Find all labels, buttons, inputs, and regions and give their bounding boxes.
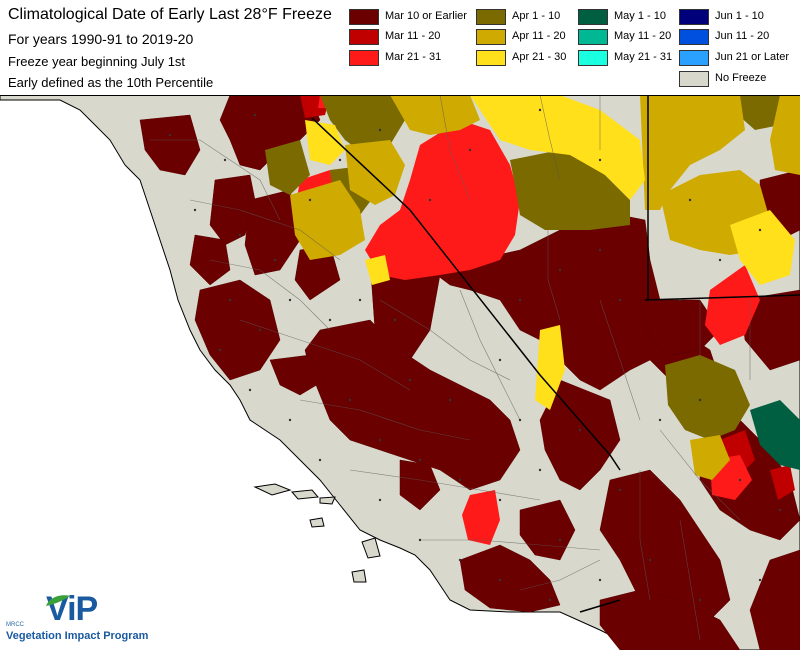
legend-swatch — [349, 50, 379, 66]
map-legend: Mar 10 or Earlier Mar 11 - 20 Mar 21 - 3… — [333, 0, 800, 96]
legend-swatch — [679, 50, 709, 66]
legend-swatch — [476, 9, 506, 25]
legend-label: May 21 - 31 — [614, 51, 673, 63]
legend-label: Jun 21 or Later — [715, 51, 789, 63]
map-title-box: Climatological Date of Early Last 28°F F… — [0, 0, 334, 96]
logo-tagline: Vegetation Impact Program — [6, 630, 149, 642]
legend-label: Jun 1 - 10 — [715, 10, 764, 22]
leaf-icon — [46, 595, 70, 606]
legend-label: May 1 - 10 — [614, 10, 666, 22]
legend-swatch — [679, 9, 709, 25]
legend-swatch — [679, 29, 709, 45]
region-apr-21-30 — [305, 95, 795, 410]
legend-label: Apr 11 - 20 — [512, 30, 566, 42]
channel-islands — [253, 483, 381, 583]
legend-label: Mar 10 or Earlier — [385, 10, 467, 22]
legend-swatch — [476, 29, 506, 45]
legend-swatch — [349, 29, 379, 45]
legend-label: Jun 11 - 20 — [715, 30, 770, 42]
vip-logo: MRCC ViP Vegetation Impact Program — [6, 590, 166, 648]
region-apr-11-20 — [290, 95, 800, 480]
map-subtitle-definition: Early defined as the 10th Percentile — [8, 75, 214, 90]
legend-swatch — [349, 9, 379, 25]
county-lines — [150, 94, 751, 641]
logo-brand: ViP — [46, 590, 98, 628]
legend-swatch — [679, 71, 709, 87]
map-subtitle-freeze-year: Freeze year beginning July 1st — [8, 54, 186, 69]
logo-org: MRCC — [6, 622, 24, 628]
legend-label: No Freeze — [715, 72, 767, 84]
legend-swatch — [476, 50, 506, 66]
legend-swatch — [578, 50, 608, 66]
legend-label: Mar 11 - 20 — [385, 30, 441, 42]
legend-label: May 11 - 20 — [614, 30, 672, 42]
station-dots — [168, 108, 782, 602]
legend-label: Mar 21 - 31 — [385, 51, 442, 63]
state-boundaries — [311, 95, 800, 613]
legend-swatch — [578, 29, 608, 45]
legend-label: Apr 21 - 30 — [512, 51, 567, 63]
legend-label: Apr 1 - 10 — [512, 10, 561, 22]
region-may-1-10 — [750, 400, 800, 470]
legend-swatch — [578, 9, 608, 25]
map-title: Climatological Date of Early Last 28°F F… — [8, 6, 332, 23]
region-mar-10-or-earlier — [139, 94, 800, 650]
map-subtitle-years: For years 1990-91 to 2019-20 — [8, 31, 194, 47]
